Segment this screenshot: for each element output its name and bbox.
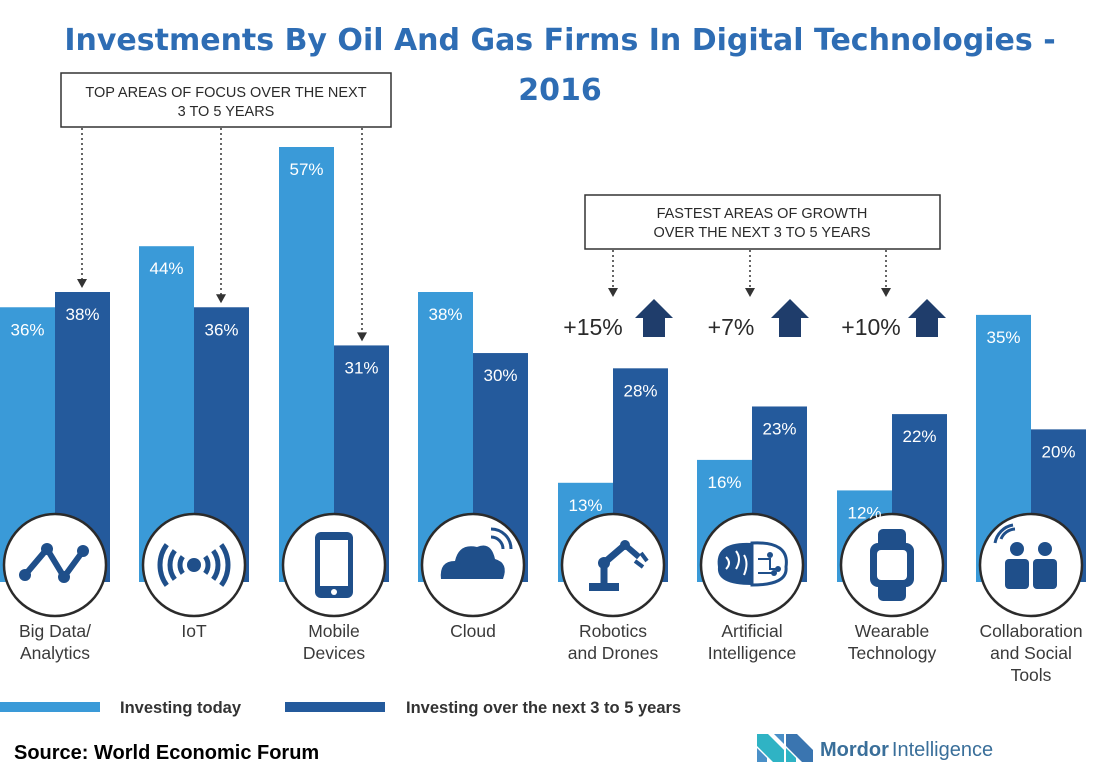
growth-up-arrow-6 [908,299,946,337]
category-label-7-line2: and Social [990,643,1072,663]
growth-pointer-head-5 [745,288,755,297]
category-label-7-line3: Tools [1011,665,1052,685]
value-label-today-6: 12% [847,503,881,522]
fastest-growth-annotation: FASTEST AREAS OF GROWTH OVER THE NEXT 3 … [584,194,941,250]
value-label-today-4: 13% [568,496,602,515]
value-label-future-0: 38% [65,305,99,324]
top-focus-text-line1: TOP AREAS OF FOCUS OVER THE NEXT [85,85,366,101]
brand-name: Mordor Intelligence [820,739,993,761]
value-label-today-3: 38% [428,305,462,324]
chart-title-line2: 2016 [518,73,602,108]
legend: Investing today Investing over the next … [0,699,681,717]
value-label-today-2: 57% [289,160,323,179]
people-icon [978,512,1084,618]
value-label-future-5: 23% [762,419,796,438]
legend-swatch-future [285,702,385,712]
value-label-today-1: 44% [149,259,183,278]
top-focus-text-line2: 3 TO 5 YEARS [178,104,275,120]
growth-pointer-head-6 [881,288,891,297]
legend-label-today: Investing today [120,699,242,717]
growth-up-arrow-4 [635,299,673,337]
analytics-line-icon [2,512,108,618]
value-label-future-4: 28% [623,381,657,400]
focus-pointer-head-1 [216,294,226,304]
smartwatch-icon [839,512,945,618]
value-label-future-1: 36% [204,320,238,339]
fastest-growth-text-line1: FASTEST AREAS OF GROWTH [657,206,868,222]
growth-label-5: +7% [708,314,755,340]
brand-logo-mark [757,734,813,762]
mobile-phone-icon [281,512,387,618]
top-focus-annotation: TOP AREAS OF FOCUS OVER THE NEXT 3 TO 5 … [60,72,392,128]
legend-swatch-today [0,702,100,712]
category-label-5-line1: Artificial [721,621,782,641]
focus-pointer-head-0 [77,279,87,288]
brand-name-part2: Intelligence [892,739,993,761]
category-label-4-line1: Robotics [579,621,647,641]
growth-pointer-head-4 [608,288,618,297]
category-label-2-line1: Mobile [308,621,360,641]
cloud-icon [420,512,526,618]
category-label-1-line1: IoT [181,621,207,641]
bar-today-2 [279,147,334,582]
category-label-2-line2: Devices [303,643,365,663]
iot-signal-icon [141,512,247,618]
value-label-today-0: 36% [10,320,44,339]
brand-logo: Mordor Intelligence [757,734,993,762]
category-label-0-line2: Analytics [20,643,90,663]
value-label-future-2: 31% [344,358,378,377]
category-label-7-line1: Collaboration [979,621,1082,641]
value-label-today-7: 35% [986,328,1020,347]
category-label-6-line1: Wearable [855,621,930,641]
category-label-4-line2: and Drones [568,643,659,663]
value-label-future-3: 30% [483,366,517,385]
growth-label-4: +15% [563,314,622,340]
legend-label-future: Investing over the next 3 to 5 years [406,699,681,717]
growth-up-arrow-5 [771,299,809,337]
chart-title-line1: Investments By Oil And Gas Firms In Digi… [64,23,1055,58]
robot-arm-icon [560,512,666,618]
focus-pointer-head-2 [357,332,367,342]
growth-label-6: +10% [841,314,900,340]
brain-circuit-icon [699,512,805,618]
category-label-6-line2: Technology [848,643,937,663]
fastest-growth-text-line2: OVER THE NEXT 3 TO 5 YEARS [653,225,870,241]
value-label-today-5: 16% [707,473,741,492]
brand-name-part1: Mordor [820,739,889,761]
value-label-future-6: 22% [902,427,936,446]
category-label-3-line1: Cloud [450,621,496,641]
value-label-future-7: 20% [1041,442,1075,461]
source-note: Source: World Economic Forum [14,742,319,764]
category-label-5-line2: Intelligence [708,643,797,663]
category-label-0-line1: Big Data/ [19,621,91,641]
